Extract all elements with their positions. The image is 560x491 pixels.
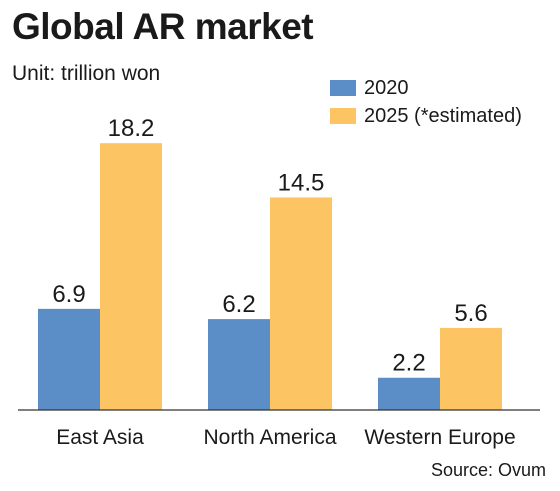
legend-item-series-2: 2025 (*estimated) (330, 104, 522, 128)
data-label-0-0: 6.9 (52, 281, 85, 308)
bar-0-1 (100, 143, 162, 411)
category-label-1: North America (203, 426, 336, 449)
legend-label-series-2: 2025 (*estimated) (364, 104, 522, 127)
bar-1-0 (208, 319, 270, 410)
source-note: Source: Ovum (430, 460, 546, 480)
chart-subtitle: Unit: trillion won (12, 62, 161, 85)
bar-2-1 (440, 327, 502, 410)
data-label-0-1: 18.2 (108, 115, 155, 142)
data-label-1-1: 14.5 (278, 169, 325, 196)
data-label-2-0: 2.2 (392, 350, 425, 377)
bar-1-1 (270, 197, 332, 410)
bar-0-0 (38, 308, 100, 410)
category-label-0: East Asia (56, 426, 144, 449)
bar-2-0 (378, 377, 440, 410)
data-label-1-0: 6.2 (222, 291, 255, 318)
legend-swatch-series-1 (330, 80, 356, 96)
legend-label-series-1: 2020 (364, 76, 409, 99)
category-label-2: Western Europe (364, 426, 515, 449)
legend-swatch-series-2 (330, 108, 356, 124)
chart-legend: 2020 2025 (*estimated) (330, 76, 522, 132)
chart-title: Global AR market (12, 6, 314, 47)
legend-item-series-1: 2020 (330, 76, 522, 100)
data-label-2-1: 5.6 (454, 300, 487, 327)
